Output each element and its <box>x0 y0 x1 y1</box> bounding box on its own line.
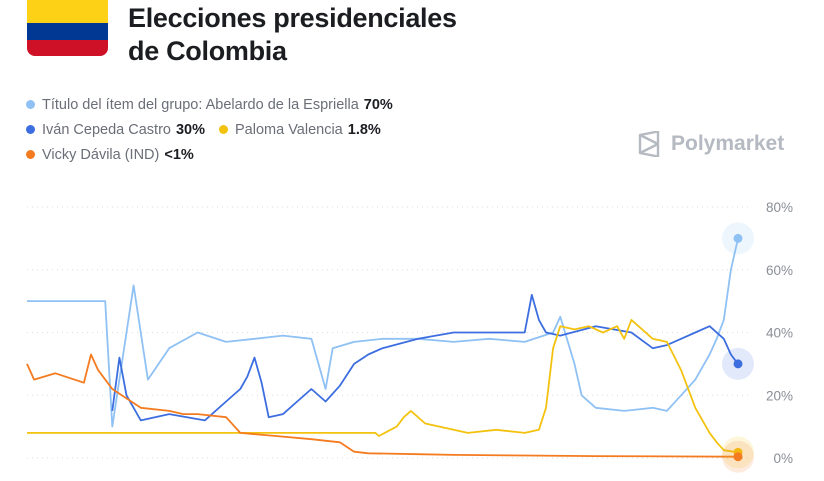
y-tick-label: 0% <box>773 451 793 466</box>
end-marker-dot-3 <box>733 452 743 462</box>
end-marker-dot-1 <box>733 359 743 369</box>
y-tick-label: 60% <box>766 263 793 278</box>
legend-value: 1.8% <box>347 121 381 138</box>
y-tick-label: 20% <box>766 388 793 403</box>
end-marker-dot-0 <box>733 233 743 243</box>
legend-dot-icon <box>26 125 35 134</box>
legend-label: Vicky Dávila (IND) <box>42 146 160 163</box>
legend-label: Título del ítem del grupo: Abelardo de l… <box>42 96 359 113</box>
series-line-0 <box>27 238 739 428</box>
page-title: Elecciones presidenciales de Colombia <box>128 2 457 68</box>
colombia-flag-icon <box>27 0 108 56</box>
legend-item-davila[interactable]: Vicky Dávila (IND) <1% <box>26 147 194 163</box>
title-line-2: de Colombia <box>128 36 287 66</box>
legend-item-espriella[interactable]: Título del ítem del grupo: Abelardo de l… <box>26 97 393 113</box>
legend-dot-icon <box>26 150 35 159</box>
brand-name: Polymarket <box>671 132 785 155</box>
series-line-1 <box>111 294 739 422</box>
legend-value: <1% <box>164 146 194 163</box>
y-tick-label: 40% <box>766 326 793 341</box>
series-line-2 <box>27 319 739 454</box>
series-line-3 <box>26 353 739 458</box>
legend-row-1: Título del ítem del grupo: Abelardo de l… <box>26 92 407 117</box>
legend-dot-icon <box>26 100 35 109</box>
legend-value: 70% <box>363 96 393 113</box>
y-tick-label: 80% <box>766 200 793 215</box>
legend-item-valencia[interactable]: Paloma Valencia 1.8% <box>219 122 381 138</box>
legend-row-3: Vicky Dávila (IND) <1% <box>26 142 407 167</box>
polymarket-brand: Polymarket <box>637 131 784 157</box>
legend-value: 30% <box>175 121 205 138</box>
polymarket-logo-icon <box>638 131 660 157</box>
legend-item-cepeda[interactable]: Iván Cepeda Castro 30% <box>26 122 205 138</box>
legend-label: Iván Cepeda Castro <box>42 121 171 138</box>
title-line-1: Elecciones presidenciales <box>128 3 457 33</box>
chart-legend: Título del ítem del grupo: Abelardo de l… <box>26 92 407 167</box>
legend-label: Paloma Valencia <box>235 121 343 138</box>
legend-row-2: Iván Cepeda Castro 30% Paloma Valencia 1… <box>26 117 407 142</box>
legend-dot-icon <box>219 125 228 134</box>
